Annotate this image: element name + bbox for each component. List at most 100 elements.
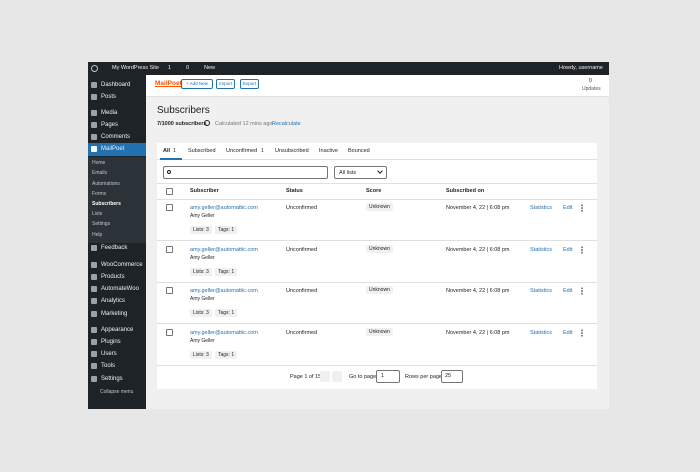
submenu-item[interactable]: Subscribers — [92, 201, 121, 207]
checkbox[interactable] — [166, 245, 173, 253]
menu-item[interactable]: MailPoet — [101, 146, 125, 152]
updates-label[interactable]: Updates — [582, 86, 601, 92]
checkbox[interactable] — [166, 328, 173, 336]
statistics-link[interactable]: Statistics — [530, 329, 553, 336]
site-name[interactable]: My WordPress Site — [112, 65, 159, 71]
subscriber-email[interactable]: amy.geller@automattic.com — [190, 205, 258, 211]
lists-select[interactable] — [334, 166, 387, 179]
tab-count: 1 — [173, 148, 176, 154]
tab[interactable]: Unsubscribed — [275, 148, 309, 154]
menu-item[interactable]: Analytics — [101, 298, 126, 304]
subscriber-email[interactable]: amy.geller@automattic.com — [190, 329, 258, 336]
tab[interactable]: Unconfirmed — [226, 148, 258, 154]
menu-icon — [91, 134, 97, 140]
status: Unconfirmed — [286, 288, 318, 294]
submenu-item[interactable]: Settings — [92, 221, 111, 227]
tab[interactable]: All — [163, 148, 171, 154]
prev-page[interactable] — [320, 371, 330, 382]
submenu-item[interactable]: Emails — [92, 170, 108, 176]
search-icon — [167, 170, 171, 174]
menu-item[interactable]: Media — [101, 110, 118, 116]
subscribed-on: November 4, 22 | 6:08 pm — [446, 246, 510, 253]
subscribed-on: November 4, 22 | 6:08 pm — [446, 288, 510, 294]
menu-icon — [91, 262, 97, 268]
checkbox[interactable] — [166, 204, 173, 211]
menu-item[interactable]: Plugins — [101, 339, 121, 345]
tab[interactable]: Bounced — [348, 148, 370, 154]
column-header: Subscribed on — [446, 188, 485, 194]
subscriber-email[interactable]: amy.geller@automattic.com — [190, 288, 258, 294]
edit-link[interactable]: Edit — [563, 288, 573, 294]
statistics-link[interactable]: Statistics — [530, 205, 553, 211]
next-page[interactable] — [332, 371, 342, 382]
edit-link[interactable]: Edit — [563, 329, 573, 336]
subscriber-email[interactable]: amy.geller@automattic.com — [190, 246, 258, 253]
menu-item[interactable]: Users — [101, 351, 117, 357]
new-link[interactable]: New — [204, 65, 216, 71]
more-menu[interactable] — [581, 245, 583, 254]
menu-item[interactable]: WooCommerce — [101, 262, 143, 268]
submenu-item[interactable]: Forms — [92, 191, 107, 197]
menu-item[interactable]: Dashboard — [101, 82, 131, 88]
menu-icon — [91, 339, 97, 345]
menu-item[interactable]: Marketing — [101, 311, 128, 317]
menu-icon — [91, 298, 97, 304]
header-button[interactable]: Export — [240, 79, 259, 89]
menu-item[interactable]: Comments — [101, 134, 131, 140]
submenu-item[interactable]: Help — [92, 232, 103, 238]
menu-item[interactable]: Posts — [101, 94, 117, 100]
menu-icon — [91, 311, 97, 317]
more-menu[interactable] — [581, 287, 583, 295]
subscriber-name: Amy Geller — [190, 337, 215, 344]
subscriber-name: Amy Geller — [190, 254, 215, 261]
subscriber-name: Amy Geller — [190, 296, 215, 302]
menu-item[interactable]: Tools — [101, 363, 116, 369]
menu-item[interactable]: Pages — [101, 122, 119, 128]
menu-icon — [91, 351, 97, 357]
help-icon[interactable] — [204, 120, 210, 126]
submenu-item[interactable]: Lists — [92, 211, 103, 217]
submenu-bg — [88, 157, 146, 243]
score-badge: Unknown — [366, 286, 393, 294]
search-input[interactable] — [163, 166, 328, 179]
menu-item[interactable]: Products — [101, 274, 125, 280]
logo[interactable]: MailPoet — [155, 80, 182, 87]
comments-count[interactable]: 0 — [186, 65, 190, 71]
menu-item[interactable]: Appearance — [101, 327, 134, 333]
score-badge: Unknown — [366, 244, 393, 253]
card — [157, 143, 597, 389]
submenu-item[interactable]: Automations — [92, 181, 120, 187]
menu-item[interactable]: Settings — [101, 376, 123, 382]
checkbox[interactable] — [166, 188, 173, 195]
row-divider — [157, 281, 597, 283]
recalculate[interactable]: Recalculate — [272, 121, 301, 127]
tab[interactable]: Subscribed — [188, 148, 216, 154]
page-input[interactable]: 1 — [376, 370, 400, 383]
statistics-link[interactable]: Statistics — [530, 246, 553, 253]
greeting[interactable]: Howdy, username — [559, 65, 603, 71]
submenu-item[interactable]: Home — [92, 160, 106, 166]
menu-item[interactable]: AutomateWoo — [101, 286, 139, 292]
updates-count[interactable]: 1 — [168, 65, 172, 71]
collapse-menu[interactable]: Collapse menu — [100, 389, 134, 395]
row-divider — [157, 364, 597, 366]
more-menu[interactable] — [581, 328, 583, 337]
score-badge: Unknown — [366, 327, 393, 336]
status: Unconfirmed — [286, 329, 318, 336]
edit-link[interactable]: Edit — [563, 205, 573, 211]
statistics-link[interactable]: Statistics — [530, 288, 553, 294]
menu-item[interactable]: Feedback — [101, 245, 128, 251]
checkbox[interactable] — [166, 287, 173, 294]
rows-select[interactable]: 25 — [441, 370, 463, 383]
tab[interactable]: Inactive — [319, 148, 338, 154]
header-button[interactable]: + Add New — [181, 79, 213, 89]
wp-logo[interactable] — [91, 65, 98, 72]
updates-count[interactable]: 0 — [589, 78, 592, 84]
more-menu[interactable] — [581, 204, 583, 212]
calculated: Calculated 12 mins ago — [215, 121, 273, 127]
menu-icon — [91, 82, 97, 88]
header-button[interactable]: Import — [216, 79, 235, 89]
edit-link[interactable]: Edit — [563, 246, 573, 253]
menu-icon — [91, 110, 97, 116]
